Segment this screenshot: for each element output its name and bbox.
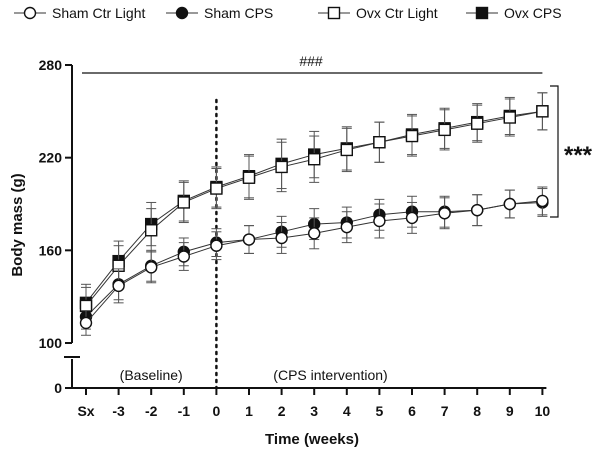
- data-point: [242, 233, 256, 246]
- legend-label: Ovx Ctr Light: [356, 5, 438, 21]
- x-tick-label: 1: [245, 403, 253, 419]
- series-sham-ctr-light: [79, 186, 549, 336]
- legend-marker: [475, 6, 489, 20]
- legend-marker: [327, 6, 341, 20]
- x-tick-label: 0: [213, 403, 221, 419]
- x-tick-label: 2: [278, 403, 286, 419]
- data-point: [471, 117, 484, 130]
- data-point: [210, 239, 223, 252]
- data-point: [79, 299, 93, 313]
- endpoint-significance-label: ***: [564, 142, 593, 169]
- data-point: [144, 261, 158, 274]
- x-tick-label: 5: [376, 403, 384, 419]
- legend-marker: [175, 6, 189, 20]
- data-point: [438, 123, 451, 137]
- legend-item: Ovx Ctr Light: [318, 5, 438, 21]
- x-tick-label: 10: [535, 403, 551, 419]
- data-point: [503, 111, 516, 124]
- data-point: [177, 250, 191, 263]
- y-tick-label: 100: [39, 335, 63, 351]
- data-point: [79, 316, 93, 330]
- data-point: [373, 214, 386, 228]
- series-layer: [79, 92, 549, 336]
- legend-label: Sham Ctr Light: [52, 5, 145, 21]
- legend-marker: [23, 6, 37, 20]
- legend-item: Sham CPS: [166, 5, 273, 21]
- endpoint-bracket: [550, 85, 559, 218]
- x-tick-label: -1: [178, 403, 191, 419]
- y-tick-label: 220: [39, 150, 63, 166]
- y-tick-label: 160: [39, 242, 63, 258]
- intervention-label: (CPS intervention): [273, 367, 387, 383]
- legend-item: Sham Ctr Light: [14, 5, 145, 21]
- x-tick-label: 8: [473, 403, 481, 419]
- data-point: [471, 203, 484, 217]
- x-tick-label: 9: [506, 403, 514, 419]
- data-point: [503, 197, 516, 211]
- data-point: [308, 153, 321, 166]
- x-tick-label: 4: [343, 403, 351, 419]
- overall-significance-label: ###: [299, 53, 323, 69]
- data-point: [177, 196, 191, 209]
- data-point: [373, 136, 386, 149]
- x-tick-label: -3: [112, 403, 125, 419]
- x-tick-label: 7: [441, 403, 449, 419]
- data-point: [275, 160, 288, 174]
- y-tick-label: 0: [54, 380, 62, 396]
- x-tick-label: -2: [145, 403, 158, 419]
- data-point: [405, 129, 419, 143]
- x-axis-title: Time (weeks): [265, 431, 359, 448]
- data-point: [275, 231, 288, 245]
- legend: Sham Ctr Light Sham CPS Ovx Ctr Light Ovx C…: [14, 5, 562, 21]
- annotations: (Baseline) (CPS intervention) ### ***: [82, 53, 593, 390]
- data-point: [112, 279, 125, 293]
- data-point: [340, 220, 353, 234]
- x-tick-label: Sx: [77, 403, 94, 419]
- legend-item: Ovx CPS: [466, 5, 562, 21]
- x-tick-label: 3: [310, 403, 318, 419]
- data-point: [242, 171, 256, 184]
- axes: 0 100 160 220 280 Sx -3 -2 -1 0 1 2 3 4 5 6 7 8 9 10: [39, 57, 551, 419]
- data-point: [536, 194, 549, 208]
- x-tick-label: 6: [408, 403, 416, 419]
- data-point: [438, 207, 451, 220]
- baseline-label: (Baseline): [120, 367, 183, 383]
- data-point: [340, 143, 353, 157]
- y-axis-title: Body mass (g): [9, 173, 26, 276]
- data-point: [536, 105, 549, 118]
- y-tick-label: 280: [39, 57, 63, 73]
- data-point: [308, 227, 321, 240]
- data-point: [405, 211, 419, 225]
- legend-label: Ovx CPS: [504, 5, 562, 21]
- data-point: [144, 224, 158, 237]
- legend-label: Sham CPS: [204, 5, 273, 21]
- data-point: [210, 182, 223, 195]
